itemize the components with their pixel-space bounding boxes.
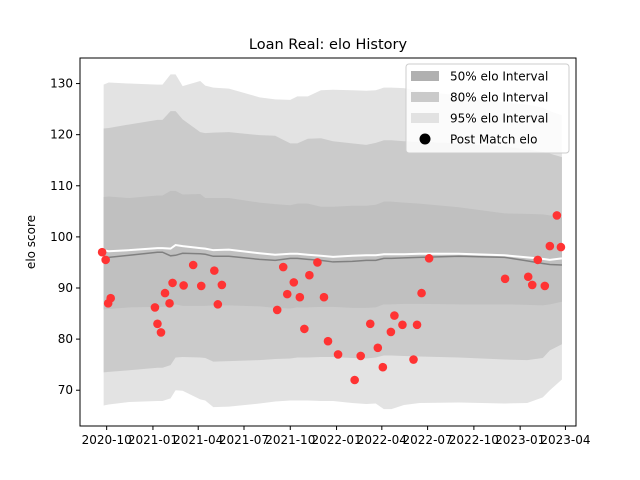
post-match-point — [350, 375, 359, 385]
y-axis: 70 80 90 100 110 120 130 — [50, 77, 80, 397]
band-50 — [103, 190, 562, 310]
post-match-point — [356, 351, 365, 361]
post-match-point — [556, 242, 566, 252]
post-match-point — [409, 355, 418, 364]
legend: 50% elo Interval 80% elo Interval 95% elo … — [405, 63, 570, 154]
post-match-point — [552, 211, 562, 220]
x-tick-label: 2022-07 — [403, 433, 453, 447]
post-match-point — [545, 241, 555, 251]
legend-label: 80% elo Interval — [450, 91, 548, 105]
post-match-point — [150, 303, 160, 312]
post-match-point — [417, 288, 426, 298]
legend-swatch — [411, 71, 439, 81]
post-match-points — [97, 211, 566, 385]
median-line — [103, 251, 562, 266]
post-match-point — [390, 311, 399, 320]
x-tick-label: 2022-10 — [449, 433, 499, 447]
post-match-point — [295, 292, 305, 302]
post-match-point — [106, 293, 115, 303]
post-match-point — [313, 258, 322, 267]
x-tick-label: 2023-01 — [495, 433, 545, 447]
post-match-point — [153, 319, 162, 329]
y-tick-label: 90 — [58, 281, 73, 295]
x-tick-label: 2021-10 — [265, 433, 315, 447]
post-match-point — [398, 320, 407, 330]
legend-label: Post Match elo — [450, 133, 537, 147]
x-tick-label: 2021-01 — [128, 433, 178, 447]
post-match-point — [533, 255, 543, 265]
post-match-point — [323, 336, 333, 346]
post-match-point — [282, 289, 292, 299]
post-match-point — [378, 362, 388, 372]
chart-title: Loan Real: elo History — [249, 37, 408, 53]
post-match-point — [179, 281, 188, 290]
post-match-point — [196, 281, 206, 291]
legend-marker — [419, 133, 431, 145]
post-match-point — [188, 260, 198, 270]
plot-frame — [79, 57, 577, 427]
post-match-point — [101, 255, 110, 265]
post-match-point — [168, 278, 177, 288]
post-match-point — [213, 300, 223, 309]
legend-box — [405, 63, 570, 154]
post-match-point — [97, 247, 107, 257]
post-match-point — [300, 324, 309, 334]
y-tick-label: 70 — [58, 383, 73, 397]
y-tick-label: 80 — [58, 332, 73, 346]
post-match-point — [500, 274, 510, 284]
x-tick-label: 2022-01 — [311, 433, 361, 447]
x-axis: 2020-102021-012021-042021-072021-102022-… — [82, 426, 591, 447]
y-axis-label: elo score — [24, 215, 38, 269]
legend-swatch — [411, 113, 439, 123]
post-match-point — [165, 299, 174, 308]
post-match-point — [278, 262, 288, 272]
post-match-point — [217, 280, 227, 290]
post-match-point — [540, 281, 550, 291]
post-match-point — [412, 320, 422, 330]
y-tick-label: 130 — [50, 77, 73, 91]
post-match-point — [319, 292, 329, 302]
post-match-point — [272, 305, 282, 315]
post-match-point — [160, 288, 170, 298]
post-match-point — [333, 350, 343, 359]
post-match-point — [365, 319, 375, 329]
x-tick-label: 2022-04 — [357, 433, 407, 447]
center-lines — [103, 244, 563, 266]
legend-label: 50% elo Interval — [450, 70, 548, 84]
post-match-point — [527, 280, 537, 290]
x-tick-label: 2020-10 — [82, 433, 132, 447]
y-tick-label: 110 — [50, 179, 73, 193]
post-match-point — [210, 266, 219, 275]
x-tick-label: 2021-07 — [219, 433, 269, 447]
post-match-point — [156, 328, 166, 337]
y-tick-label: 100 — [50, 230, 73, 244]
x-tick-label: 2021-04 — [173, 433, 223, 447]
plot-area — [79, 57, 577, 427]
post-match-point — [386, 327, 396, 337]
post-match-point — [305, 270, 314, 280]
post-match-point — [373, 343, 383, 353]
mean-line — [103, 244, 563, 261]
legend-swatch — [411, 92, 439, 102]
legend-label: 95% elo Interval — [450, 112, 548, 126]
post-match-point — [289, 278, 299, 287]
post-match-point — [523, 272, 533, 282]
post-match-point — [424, 254, 434, 263]
y-tick-label: 120 — [50, 128, 73, 142]
x-tick-label: 2023-04 — [540, 433, 590, 447]
